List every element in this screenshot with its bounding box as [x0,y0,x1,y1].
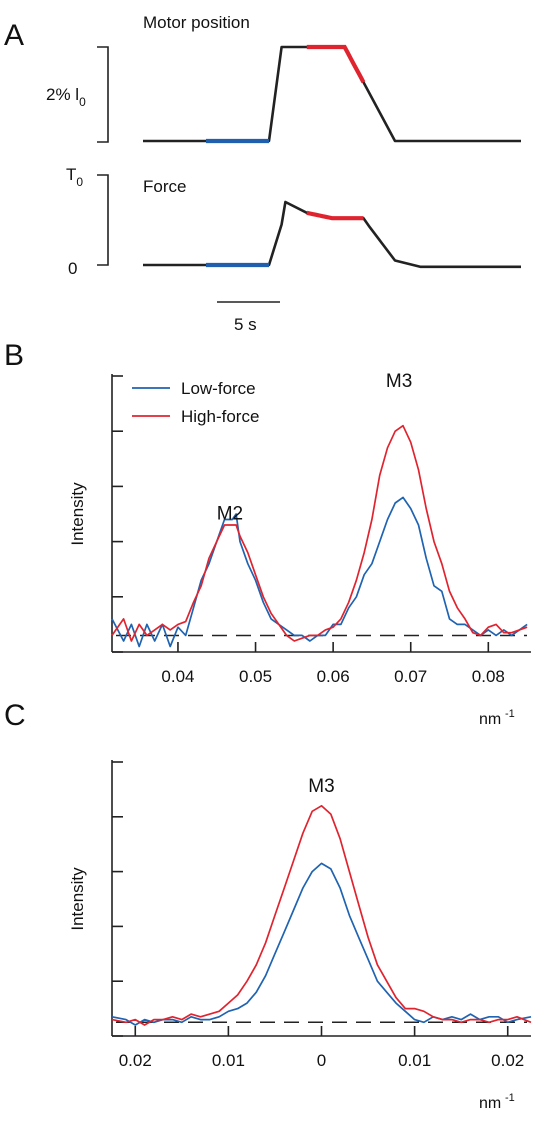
motor-scale-bar [97,46,109,143]
spectrum-b-series-line-1 [111,496,528,648]
force-trace-line [143,200,521,269]
force-zero-label: 0 [68,259,77,278]
spectrum-b-plot: 0.04 0.05 0.06 0.07 0.08 M2 M3 Intensity nm -1 Low… [68,371,531,728]
force-trace-plot [143,200,521,269]
spectrum-b-x-axis-label-sup: -1 [505,708,515,720]
motor-scale-label: 2% l0 [46,85,86,109]
spectrum-c-series-line-2 [111,804,532,1026]
spectrum-c-x-axis-label: nm [479,1095,501,1112]
force-highlight-2 [306,210,364,221]
spectrum-c-x-tick-label: 0.01 [212,1051,245,1070]
spectrum-b-peak-label: M2 [217,504,243,525]
spectrum-b-x-tick-label: 0.06 [317,667,350,686]
panel-a-label: A [4,19,24,52]
spectrum-b-x-axis-label: nm [479,711,501,728]
spectrum-b-series-line-2 [111,424,528,642]
spectrum-b-x-tick-label: 0.04 [161,667,194,686]
spectrum-b-legend-label-2: High-force [181,407,259,426]
motor-title: Motor position [143,13,250,32]
spectrum-c-peak-label: M3 [308,776,334,797]
spectrum-b-y-axis-label: Intensity [68,482,87,546]
spectrum-b-x-tick-label: 0.07 [394,667,427,686]
spectrum-b-peak-label: M3 [386,371,412,392]
spectrum-b-legend-label-1: Low-force [181,379,256,398]
panel-b-label: B [4,339,24,372]
spectrum-c-plot: 0.02 0.01 0 0.01 0.02 M3 Intensity nm -1 [68,760,532,1112]
force-top-label: T0 [66,165,83,189]
spectrum-c-series-line-1 [111,862,532,1026]
force-scale-bar [97,174,109,266]
spectrum-c-x-tick-label: 0.02 [491,1051,524,1070]
spectrum-c-x-tick-label: 0.02 [119,1051,152,1070]
spectrum-b-x-tick-label: 0.08 [472,667,505,686]
motor-highlight-2 [306,44,366,84]
motor-trace-line [143,45,521,143]
panel-c-label: C [4,699,26,732]
spectrum-c-y-axis-label: Intensity [68,867,87,931]
motor-trace-plot [143,44,521,144]
motor-scale-subscript: 0 [79,95,86,109]
spectrum-b-x-tick-label: 0.05 [239,667,272,686]
spectrum-c-x-tick-label: 0 [317,1051,326,1070]
spectrum-c-x-axis-label-sup: -1 [505,1092,515,1104]
spectrum-c-x-tick-label: 0.01 [398,1051,431,1070]
force-title: Force [143,177,186,196]
time-scale-label: 5 s [234,315,257,334]
force-top-subscript: 0 [76,175,83,189]
